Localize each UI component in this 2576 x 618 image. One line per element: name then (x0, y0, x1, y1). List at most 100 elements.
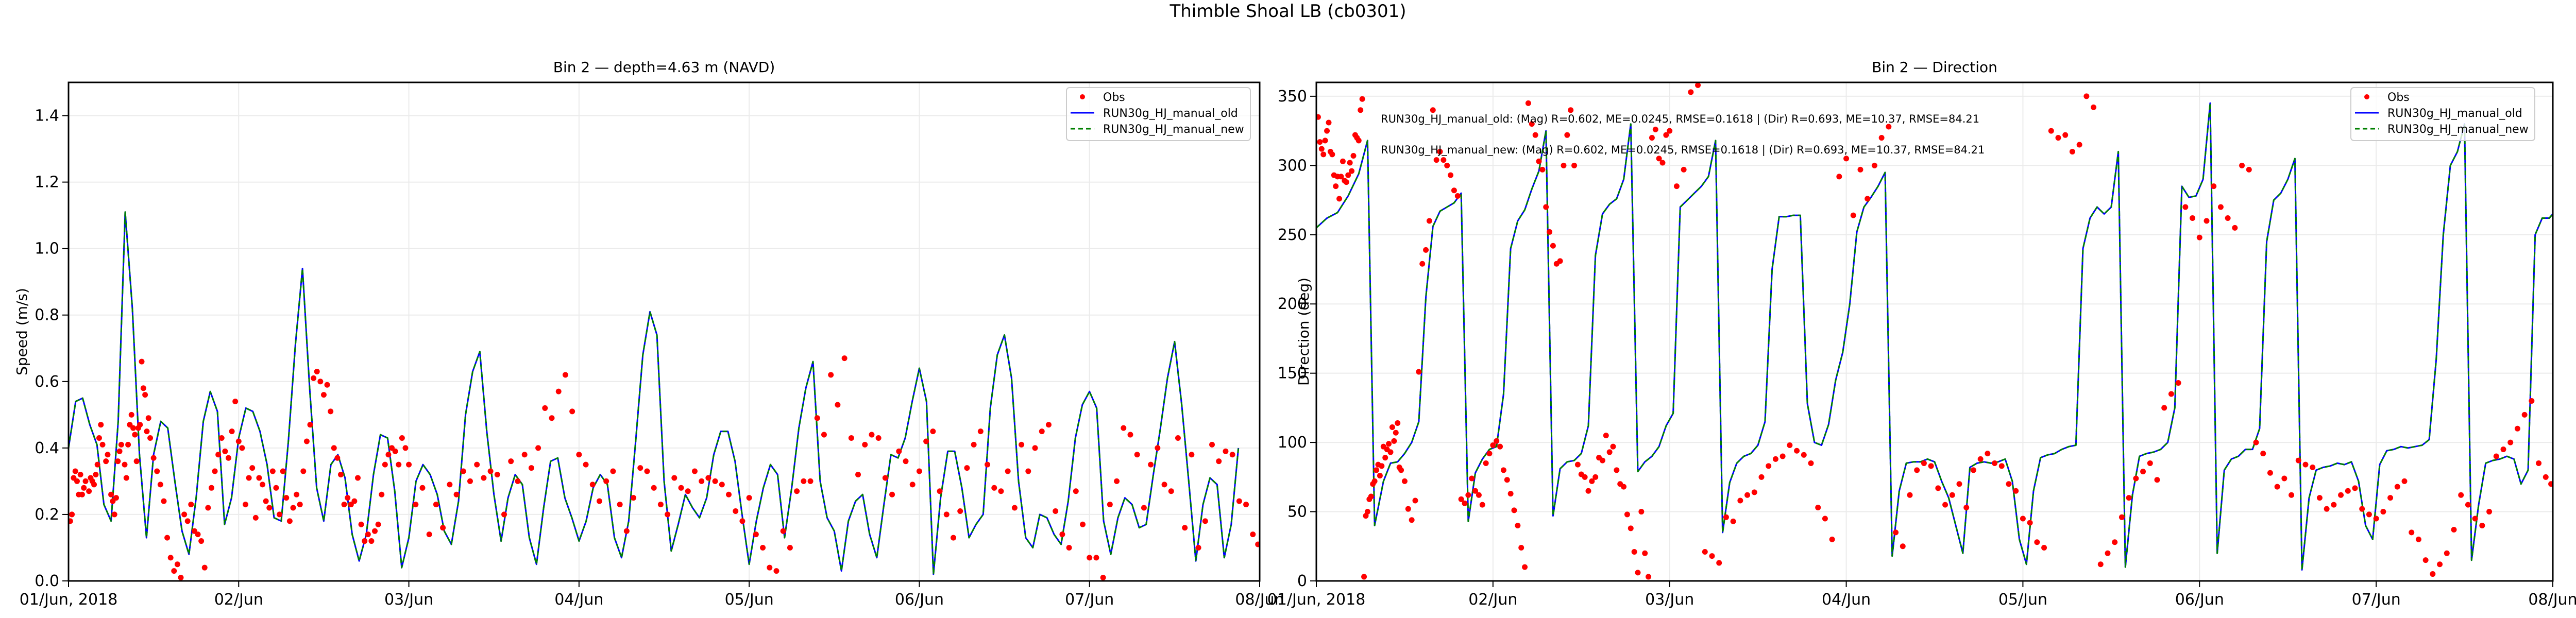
obs-point (1772, 456, 1778, 462)
obs-point (2465, 502, 2471, 508)
obs-point (1963, 504, 1970, 510)
obs-point (521, 452, 528, 458)
obs-point (2345, 488, 2351, 494)
obs-point (74, 478, 80, 484)
obs-point (1631, 549, 1637, 555)
obs-point (562, 372, 568, 378)
obs-point (1907, 492, 1913, 498)
obs-point (314, 368, 320, 374)
obs-point (2500, 447, 2506, 453)
obs-point (2543, 474, 2549, 480)
obs-point (2112, 539, 2118, 545)
obs-point (1324, 128, 1330, 134)
obs-point (2493, 453, 2499, 459)
obs-point (1479, 502, 1485, 508)
obs-point (875, 435, 882, 441)
obs-point (2401, 478, 2408, 484)
direction-x-tick-label: 03/Jun (1645, 591, 1694, 609)
obs-point (297, 502, 303, 508)
obs-point (116, 448, 123, 454)
obs-point (324, 382, 330, 388)
obs-point (1059, 531, 1065, 538)
obs-point (1433, 157, 1439, 163)
obs-point (1476, 492, 1482, 498)
obs-point (1582, 474, 1588, 480)
obs-point (96, 435, 102, 441)
obs-point (128, 411, 134, 418)
obs-point (739, 518, 745, 524)
obs-point (1878, 135, 1885, 141)
obs-point (753, 531, 759, 538)
obs-point (164, 535, 171, 541)
obs-point (453, 491, 460, 497)
obs-point (617, 502, 623, 508)
obs-point (82, 478, 89, 484)
obs-point (2387, 495, 2394, 501)
obs-point (1511, 507, 1517, 513)
obs-point (2338, 492, 2344, 498)
obs-point (178, 575, 184, 581)
obs-point (1928, 463, 1934, 469)
obs-point (1564, 132, 1570, 138)
obs-point (290, 505, 296, 511)
obs-point (399, 435, 405, 441)
obs-point (1529, 121, 1535, 127)
obs-point (426, 531, 432, 538)
obs-point (760, 544, 766, 551)
obs-point (229, 428, 235, 435)
obs-point (1387, 449, 1394, 455)
obs-point (2415, 536, 2421, 542)
obs-point (396, 461, 402, 468)
obs-point (2359, 506, 2365, 512)
obs-point (1045, 422, 1052, 428)
obs-point (215, 452, 222, 458)
obs-point (132, 432, 138, 438)
obs-point (242, 502, 248, 508)
obs-point (726, 491, 732, 497)
obs-point (145, 415, 151, 421)
obs-point (549, 415, 555, 421)
obs-point (1758, 474, 1765, 480)
obs-point (303, 438, 310, 444)
obs-point (263, 498, 269, 504)
obs-point (1921, 460, 1927, 466)
obs-point (678, 485, 684, 491)
obs-point (1624, 511, 1630, 518)
obs-point (2211, 183, 2217, 190)
obs-point (1175, 435, 1181, 441)
obs-point (239, 445, 245, 451)
speed-panel-title: Bin 2 — depth=4.63 m (NAVD) (553, 59, 775, 76)
obs-point (1599, 457, 1605, 464)
speed-x-tick-label: 01/Jun, 2018 (20, 591, 118, 609)
obs-point (1688, 89, 1694, 95)
obs-point (99, 441, 106, 448)
obs-point (2161, 405, 2167, 411)
obs-point (235, 438, 242, 444)
obs-point (1182, 525, 1188, 531)
obs-point (1345, 172, 1351, 178)
obs-point (1635, 570, 1641, 576)
obs-point (1320, 151, 1327, 158)
obs-point (596, 498, 602, 504)
obs-point (1557, 258, 1563, 264)
obs-point (1815, 504, 1821, 510)
direction-x-tick-label: 04/Jun (1822, 591, 1871, 609)
obs-point (2027, 520, 2033, 526)
obs-point (930, 428, 936, 435)
obs-point (1032, 445, 1038, 451)
obs-point (1998, 463, 2005, 469)
obs-point (1326, 119, 1332, 126)
obs-point (2091, 104, 2097, 110)
obs-point (1900, 543, 1906, 550)
obs-point (1589, 478, 1595, 484)
model-line-new (69, 211, 1240, 575)
obs-point (542, 405, 548, 411)
obs-point (351, 498, 358, 504)
obs-point (108, 491, 114, 497)
obs-point (280, 468, 286, 474)
obs-point (382, 461, 388, 468)
obs-point (705, 475, 711, 481)
direction-x-tick-label: 06/Jun (2175, 591, 2224, 609)
direction-panel: Bin 2 — Direction Direction (deg) 01/Jun… (1267, 59, 2576, 609)
